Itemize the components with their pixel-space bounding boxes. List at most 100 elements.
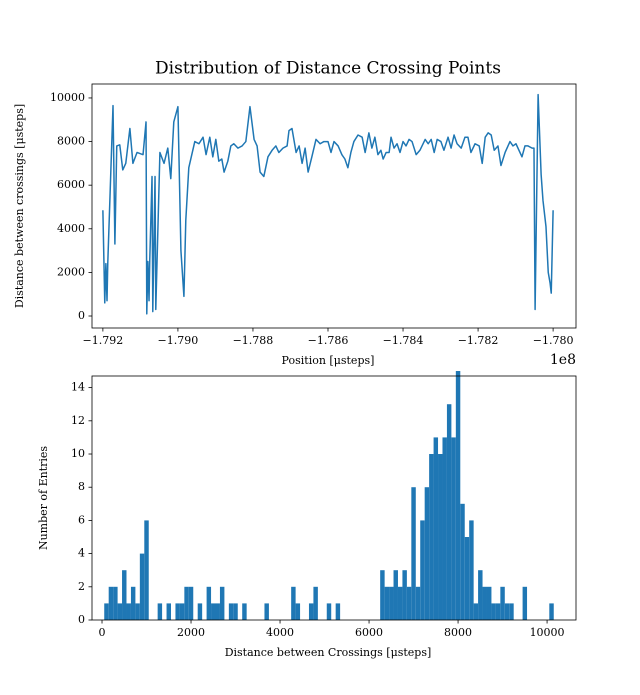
x-axis-label: Position [μsteps] — [282, 354, 375, 367]
y-tick-label: 2000 — [57, 265, 85, 278]
y-tick-label: 0 — [78, 613, 85, 626]
histogram-bar — [139, 553, 145, 620]
y-tick-label: 8 — [78, 480, 85, 493]
histogram-bar — [184, 586, 189, 620]
y-tick-label: 2 — [78, 580, 85, 593]
histogram-bar — [291, 586, 296, 620]
axes-frame — [91, 83, 577, 329]
x-tick-label: −1.792 — [83, 334, 124, 347]
histogram-bar — [455, 371, 461, 620]
histogram-bar — [495, 603, 501, 620]
histogram-bar — [130, 586, 136, 620]
y-tick-label: 6 — [78, 513, 85, 526]
histogram-bar — [389, 586, 394, 620]
histogram-bar — [122, 570, 127, 620]
histogram-bar — [308, 603, 314, 620]
histogram-bar — [206, 586, 212, 620]
histogram-bar — [188, 586, 194, 620]
x-tick-label: 0 — [99, 626, 106, 639]
histogram-bar — [144, 520, 149, 620]
histogram-bar — [166, 603, 171, 620]
histogram-bar — [117, 603, 123, 620]
histogram-bar — [460, 503, 465, 620]
histogram-bar — [446, 404, 452, 620]
histogram-bar — [482, 586, 487, 620]
y-tick-label: 8000 — [57, 135, 85, 148]
y-tick-label: 10000 — [50, 91, 85, 104]
y-tick-label: 6000 — [57, 178, 85, 191]
histogram-bar — [406, 586, 412, 620]
histogram-bar — [402, 570, 407, 620]
axes-frame — [91, 375, 577, 621]
histogram-bar — [219, 586, 225, 620]
y-axis-label: Number of Entries — [37, 446, 50, 550]
histogram-bar — [211, 603, 216, 620]
y-tick-label: 0 — [78, 309, 85, 322]
y-tick-label: 4 — [78, 547, 85, 560]
histogram-bar — [429, 454, 434, 620]
histogram-bar — [126, 603, 131, 620]
histogram-bar — [509, 603, 514, 620]
histogram-bar — [264, 603, 269, 620]
y-tick-label: 4000 — [57, 222, 85, 235]
x-tick-label: 10000 — [530, 626, 565, 639]
histogram-bar — [522, 586, 528, 620]
histogram-bar — [197, 603, 203, 620]
x-tick-label: 2000 — [177, 626, 205, 639]
histogram-bar — [451, 437, 456, 620]
histogram-bar — [326, 603, 332, 620]
x-tick-label: 6000 — [355, 626, 383, 639]
y-axis-label: Distance between crossings [μsteps] — [13, 104, 26, 308]
histogram-bar — [442, 437, 447, 620]
histogram-bar — [473, 603, 479, 620]
histogram-bar — [491, 603, 496, 620]
histogram-bar — [549, 603, 554, 620]
x-tick-label: −1.786 — [308, 334, 349, 347]
histogram-bar — [469, 520, 474, 620]
histogram-bar — [104, 603, 109, 620]
histogram-bar — [411, 487, 416, 620]
histogram-bar — [380, 570, 385, 620]
histogram-bar — [242, 603, 247, 620]
x-tick-label: −1.784 — [383, 334, 424, 347]
histogram-bar — [420, 520, 425, 620]
histogram-bar — [424, 487, 430, 620]
histogram-bar — [175, 603, 180, 620]
y-tick-label: 12 — [71, 414, 85, 427]
data-line — [102, 93, 554, 315]
histogram-bar — [504, 603, 510, 620]
histogram-bar — [228, 603, 234, 620]
histogram-bar — [108, 586, 114, 620]
histogram-bar — [486, 586, 492, 620]
histogram-bar — [233, 603, 238, 620]
histogram-bar — [295, 603, 301, 620]
x-offset-label: 1e8 — [550, 352, 576, 368]
y-tick-label: 14 — [71, 381, 85, 394]
x-tick-label: −1.788 — [233, 334, 274, 347]
x-tick-label: −1.782 — [458, 334, 499, 347]
histogram-bar — [384, 586, 390, 620]
histogram-bar — [397, 586, 403, 620]
histogram-bar — [500, 586, 505, 620]
histogram-bar — [464, 537, 470, 620]
x-tick-label: 8000 — [444, 626, 472, 639]
chart-title: Distribution of Distance Crossing Points — [155, 59, 501, 79]
x-axis-label: Distance between Crossings [μsteps] — [225, 646, 432, 659]
histogram-bar — [438, 454, 443, 620]
histogram-bar — [179, 603, 185, 620]
histogram-bar — [335, 603, 341, 620]
x-tick-label: −1.780 — [533, 334, 574, 347]
histogram-bar — [215, 603, 220, 620]
histogram-bar — [113, 586, 118, 620]
histogram-bar — [478, 570, 483, 620]
histogram-bar — [415, 586, 421, 620]
x-tick-label: −1.790 — [158, 334, 199, 347]
y-tick-label: 10 — [71, 447, 85, 460]
x-tick-label: 4000 — [266, 626, 294, 639]
histogram-bar — [393, 570, 398, 620]
histogram-bar — [157, 603, 163, 620]
histogram-bar — [433, 437, 439, 620]
